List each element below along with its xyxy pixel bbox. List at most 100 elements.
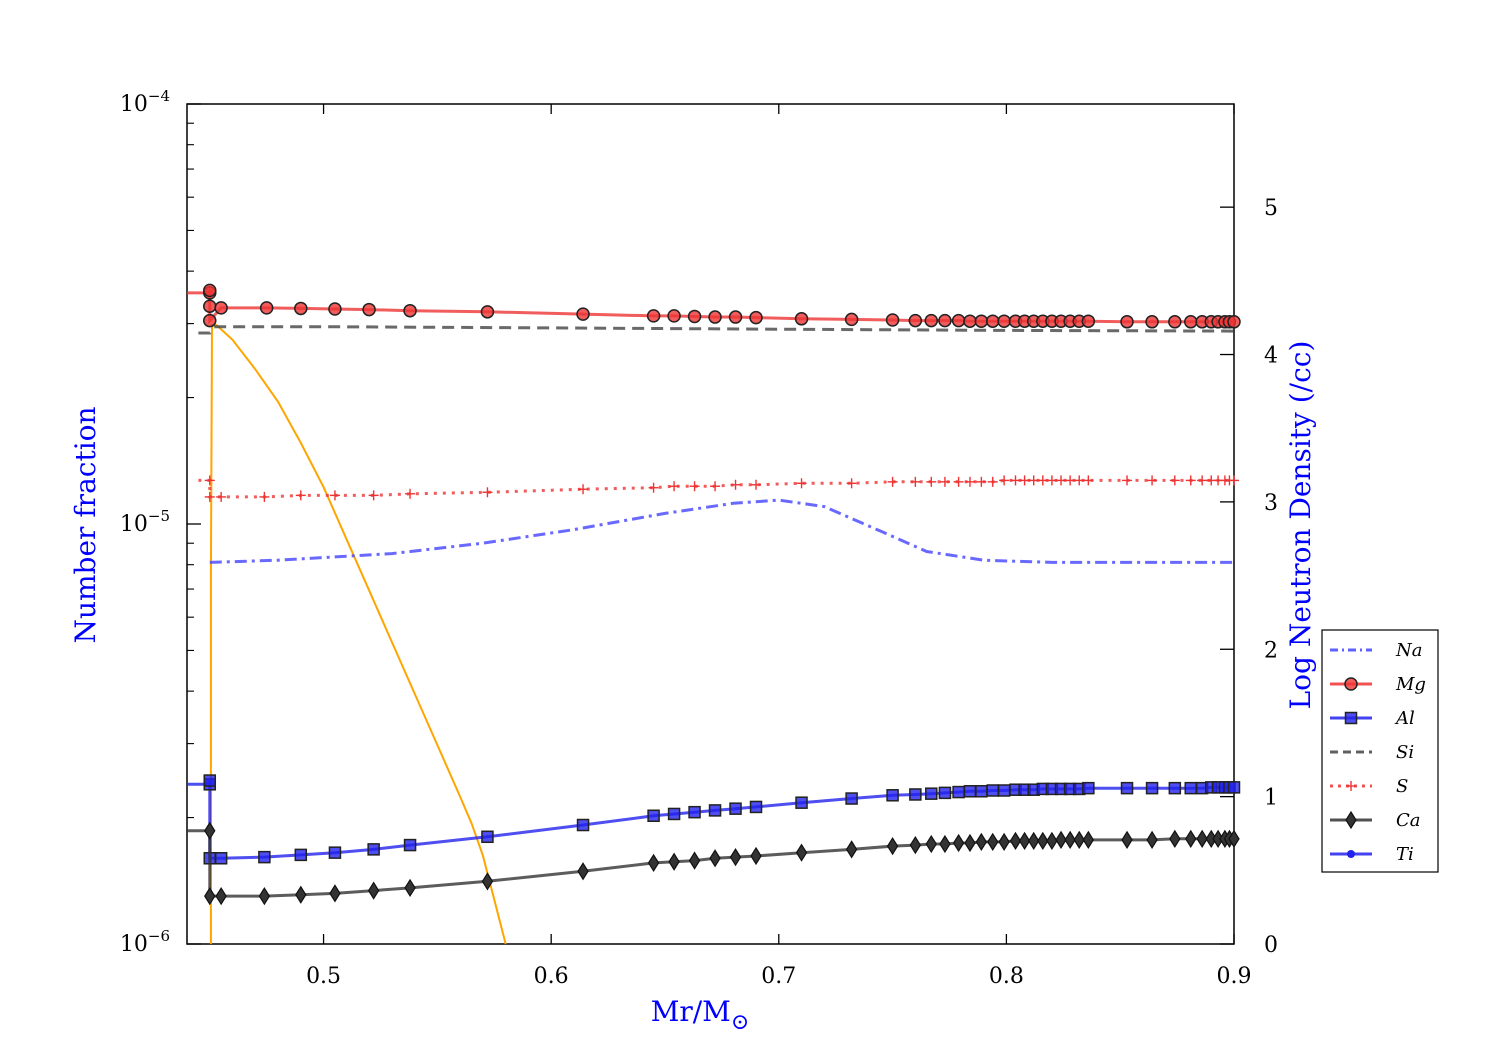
ca-point	[1037, 831, 1049, 851]
series-na	[209, 498, 1234, 564]
legend-label: Ti	[1396, 844, 1414, 865]
y-axis-right-title: Log Neutron Density (/cc)	[1284, 341, 1317, 710]
s-point	[482, 487, 493, 498]
legend-label: Si	[1396, 742, 1414, 763]
ca-point	[964, 833, 976, 853]
s-point	[887, 476, 898, 487]
legend-label: S	[1396, 776, 1408, 797]
plot-area: 0.5 0.6 0.7 0.8 0.9 10−6 10−5 10−4 0 1 2 3 4 5	[120, 87, 1278, 989]
ca-point	[1018, 831, 1031, 851]
ca-point	[1169, 829, 1181, 848]
s-point	[1083, 475, 1094, 486]
ca-point	[795, 843, 808, 862]
mg-point	[646, 309, 661, 323]
mg-point	[214, 301, 228, 315]
y-left-tick-label: 10−5	[120, 507, 170, 537]
ca-point	[1185, 829, 1197, 848]
s-point	[730, 479, 741, 490]
ca-point	[1196, 829, 1208, 848]
al-point	[1082, 781, 1095, 795]
mg-point	[687, 309, 702, 324]
s-point	[1028, 475, 1039, 486]
legend-swatch-marker	[1347, 850, 1355, 858]
s-line	[198, 478, 1234, 499]
ca-point	[404, 878, 416, 898]
legend-item-ca: Ca	[1330, 810, 1421, 831]
legend-label: Al	[1394, 708, 1415, 729]
mg-point	[844, 312, 859, 327]
ca-point	[1073, 830, 1085, 849]
s-point	[751, 479, 762, 490]
s-point	[1056, 475, 1067, 486]
ca-point	[1082, 830, 1095, 849]
legend-swatch-marker	[1345, 810, 1357, 830]
mg-point	[328, 302, 342, 316]
legend-swatch-marker	[1346, 781, 1356, 791]
legend: Na Mg Al Si S Ca Ti	[1321, 629, 1439, 873]
al-point	[667, 807, 681, 821]
ca-point	[668, 852, 680, 871]
mg-point	[951, 313, 966, 328]
plot-frame	[186, 103, 1235, 945]
axis-ticks: 0.5 0.6 0.7 0.8 0.9 10−6 10−5 10−4 0 1 2 3 4 5	[120, 87, 1278, 989]
mg-point	[259, 301, 274, 315]
s-point	[976, 476, 987, 487]
s-point	[796, 478, 807, 489]
mg-point	[1120, 315, 1134, 329]
mg-point	[985, 314, 1000, 328]
al-point	[328, 846, 342, 859]
al-point	[986, 784, 999, 797]
s-point	[1037, 475, 1048, 486]
neutron-density-line	[209, 324, 507, 945]
ca-point	[295, 885, 307, 904]
s-point	[1185, 475, 1196, 486]
s-point	[1169, 475, 1180, 486]
mg-point	[963, 314, 977, 328]
mg-point	[1145, 315, 1159, 329]
ca-point	[1046, 831, 1058, 851]
legend-label: Na	[1395, 640, 1422, 661]
legend-item-al: Al	[1330, 708, 1415, 729]
al-point	[258, 850, 271, 864]
al-point	[1227, 781, 1241, 794]
mg-point	[997, 314, 1011, 328]
al-point	[1120, 781, 1134, 795]
s-point	[939, 476, 950, 487]
s-point	[368, 490, 379, 501]
ca-point	[329, 884, 341, 903]
mg-point	[1081, 314, 1096, 328]
al-point	[952, 785, 965, 799]
s-point	[999, 475, 1010, 486]
x-tick-label: 0.6	[534, 964, 569, 989]
ca-point	[258, 887, 271, 906]
x-tick-label: 0.5	[306, 964, 341, 989]
mg-point	[203, 299, 217, 313]
s-point	[1019, 475, 1030, 486]
series-ca	[187, 821, 1240, 906]
al-point	[938, 786, 952, 800]
ca-point	[1027, 831, 1040, 851]
s-point	[204, 475, 215, 486]
al-point	[1184, 781, 1198, 795]
y-right-tick-label: 0	[1264, 933, 1278, 958]
ca-point	[886, 837, 899, 856]
ca-point	[1121, 830, 1133, 849]
al-point	[688, 805, 701, 819]
y-left-tick-label: 10−4	[120, 87, 170, 117]
s-point	[910, 476, 921, 487]
ca-point	[1009, 831, 1022, 851]
s-point	[669, 481, 680, 492]
legend-items: Na Mg Al Si S Ca Ti	[1330, 640, 1426, 865]
ca-point	[215, 887, 227, 906]
mg-point	[403, 303, 417, 318]
ca-point	[909, 835, 922, 855]
x-tick-label: 0.9	[1217, 964, 1252, 989]
ca-point	[925, 834, 937, 854]
s-point	[846, 478, 857, 489]
mg-point	[794, 312, 809, 326]
ca-point	[204, 887, 216, 906]
ca-point	[204, 821, 216, 840]
ca-point	[1228, 829, 1240, 848]
legend-item-s: S	[1330, 776, 1408, 797]
